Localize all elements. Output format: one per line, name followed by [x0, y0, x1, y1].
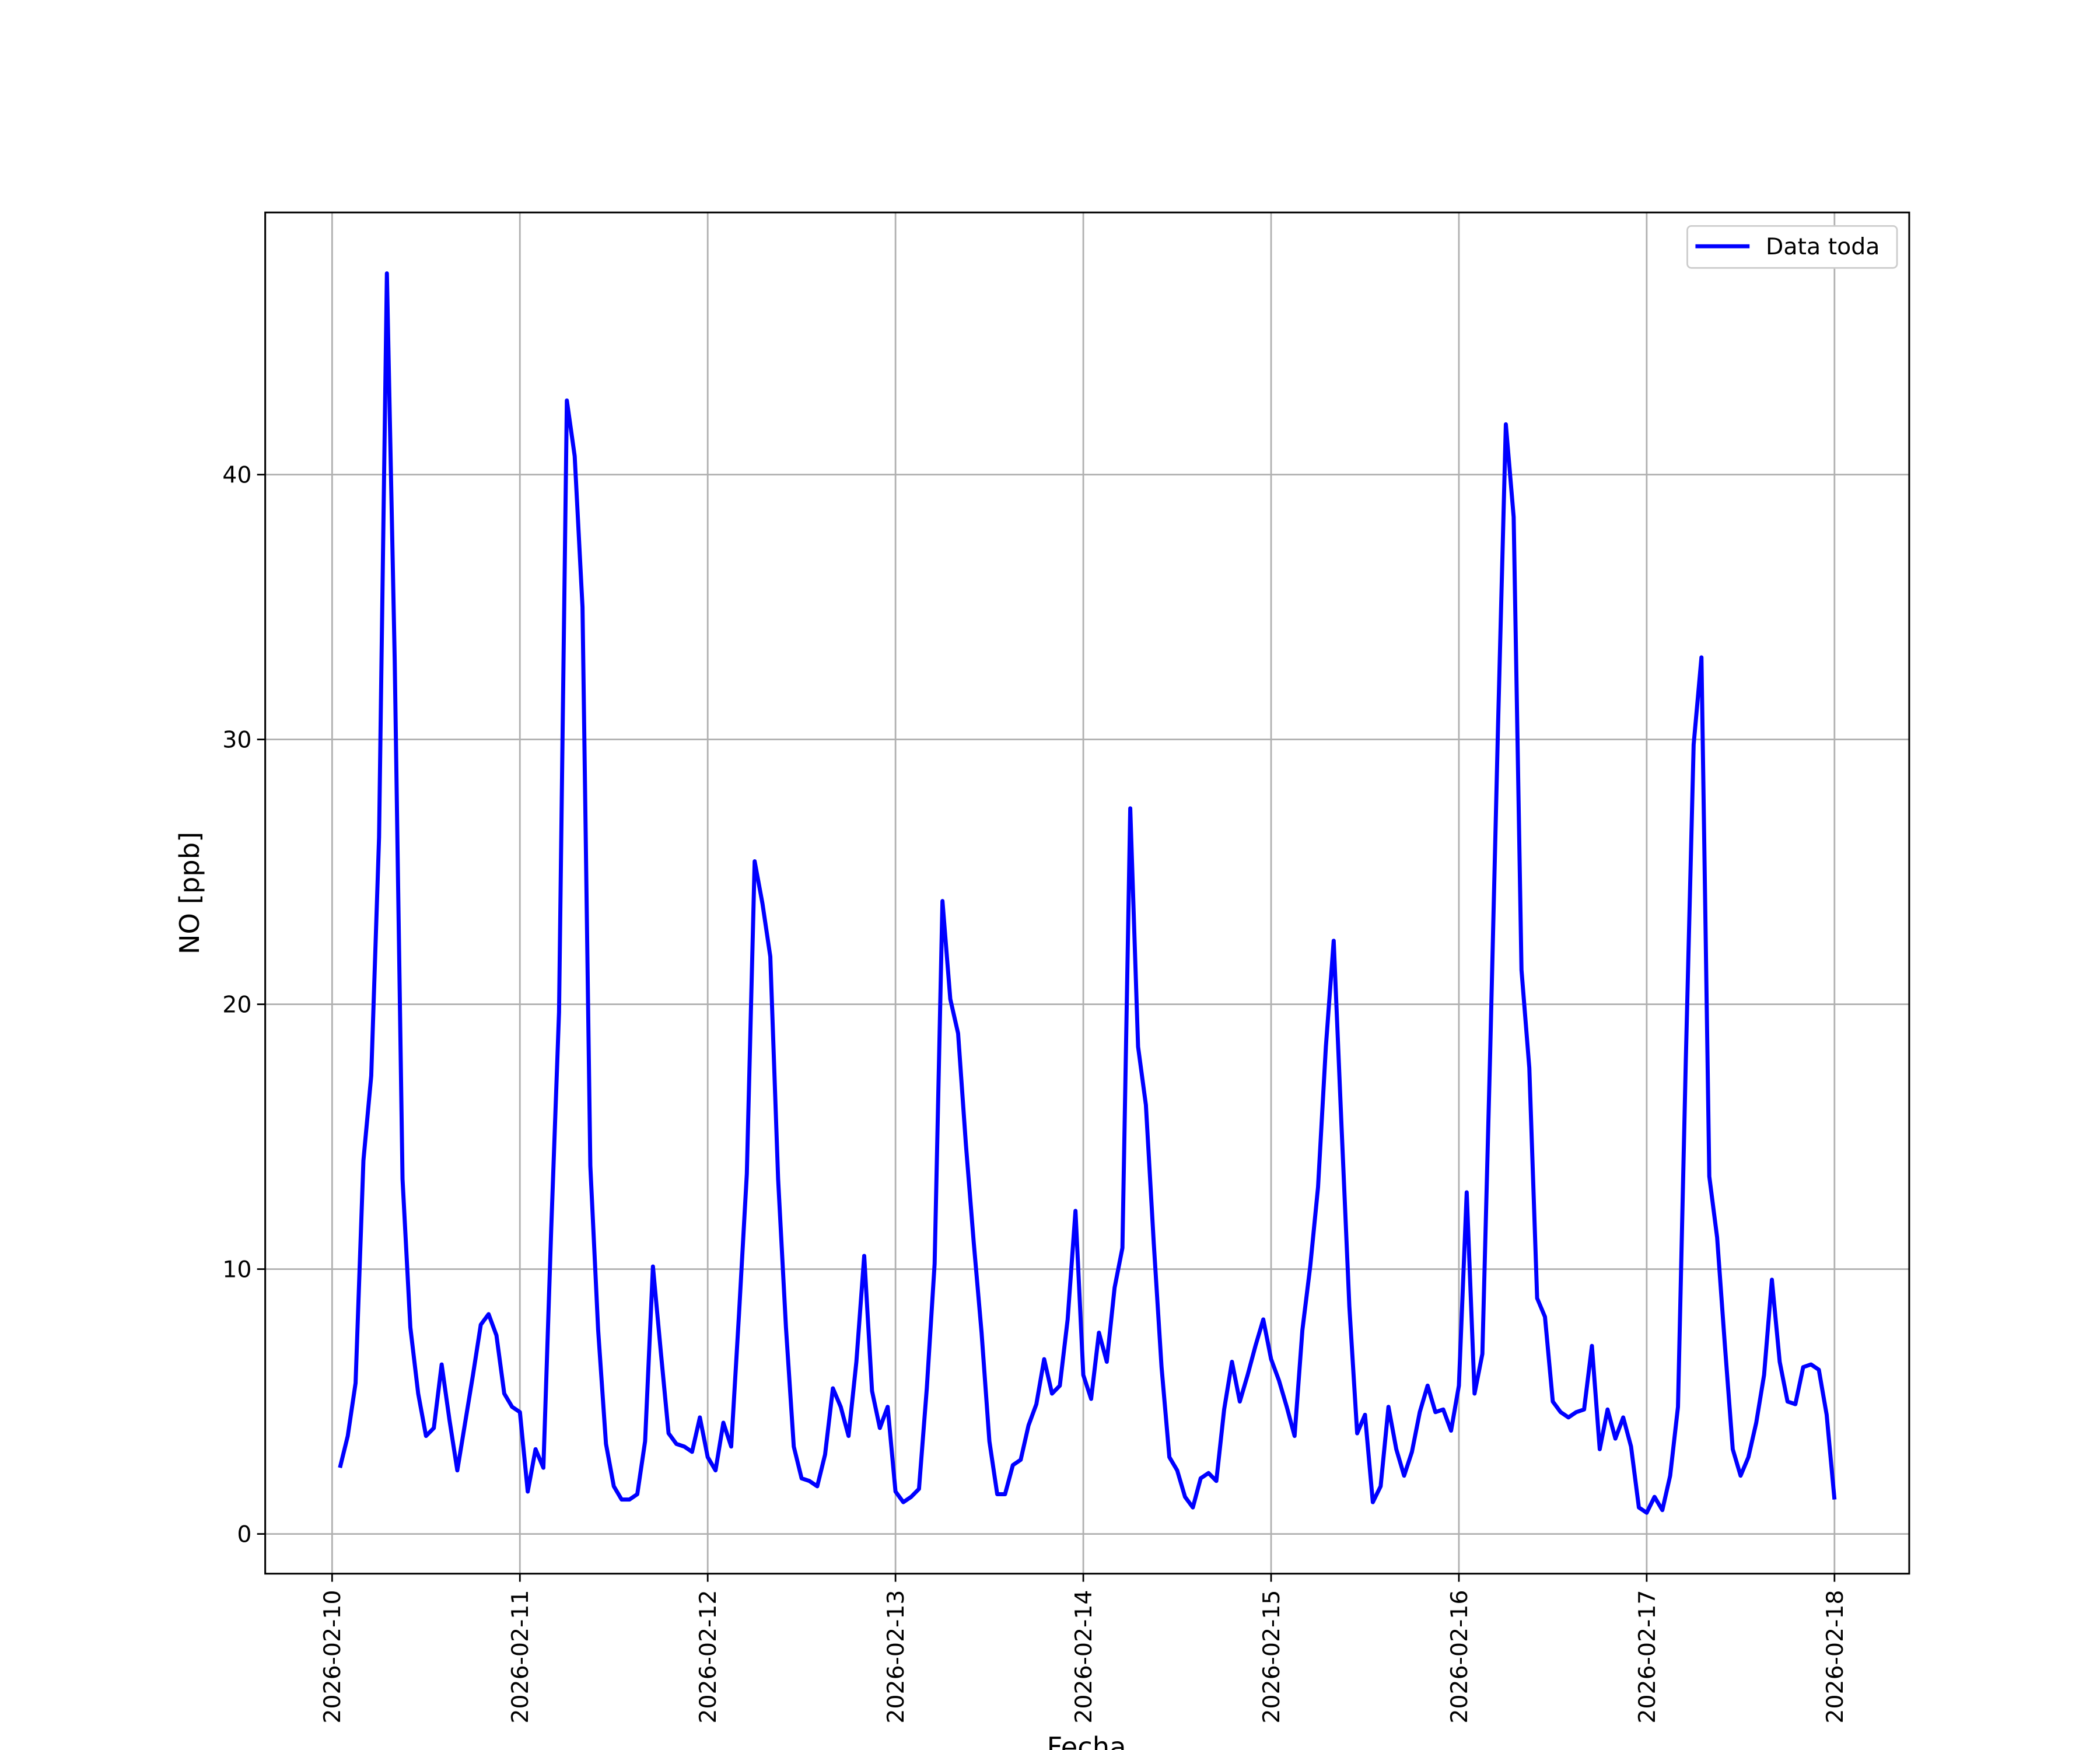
- x-axis-label: Fecha: [1047, 1731, 1126, 1750]
- x-tick-label: 2026-02-10: [319, 1590, 346, 1724]
- x-tick-label: 2026-02-14: [1070, 1590, 1097, 1724]
- y-tick-label: 20: [222, 992, 251, 1019]
- x-tick-label: 2026-02-17: [1634, 1590, 1661, 1724]
- x-tick-label: 2026-02-13: [883, 1590, 909, 1724]
- x-tick-label: 2026-02-11: [507, 1590, 534, 1724]
- legend: Data toda: [1686, 225, 1898, 269]
- plot-frame: [264, 211, 1910, 1575]
- legend-frame: [1686, 225, 1898, 269]
- x-tick-label: 2026-02-15: [1258, 1590, 1285, 1724]
- x-tick-label: 2026-02-16: [1446, 1590, 1473, 1724]
- y-tick-label: 0: [237, 1521, 251, 1548]
- y-tick-label: 10: [222, 1256, 251, 1283]
- y-tick-label: 40: [222, 462, 251, 489]
- x-tick-label: 2026-02-18: [1822, 1590, 1849, 1724]
- x-tick-label: 2026-02-12: [695, 1590, 722, 1724]
- data-line: [338, 271, 1837, 1515]
- y-axis-label: NO [ppb]: [174, 832, 205, 954]
- legend-label: Data toda: [1766, 233, 1880, 260]
- y-tick-label: 30: [222, 727, 251, 754]
